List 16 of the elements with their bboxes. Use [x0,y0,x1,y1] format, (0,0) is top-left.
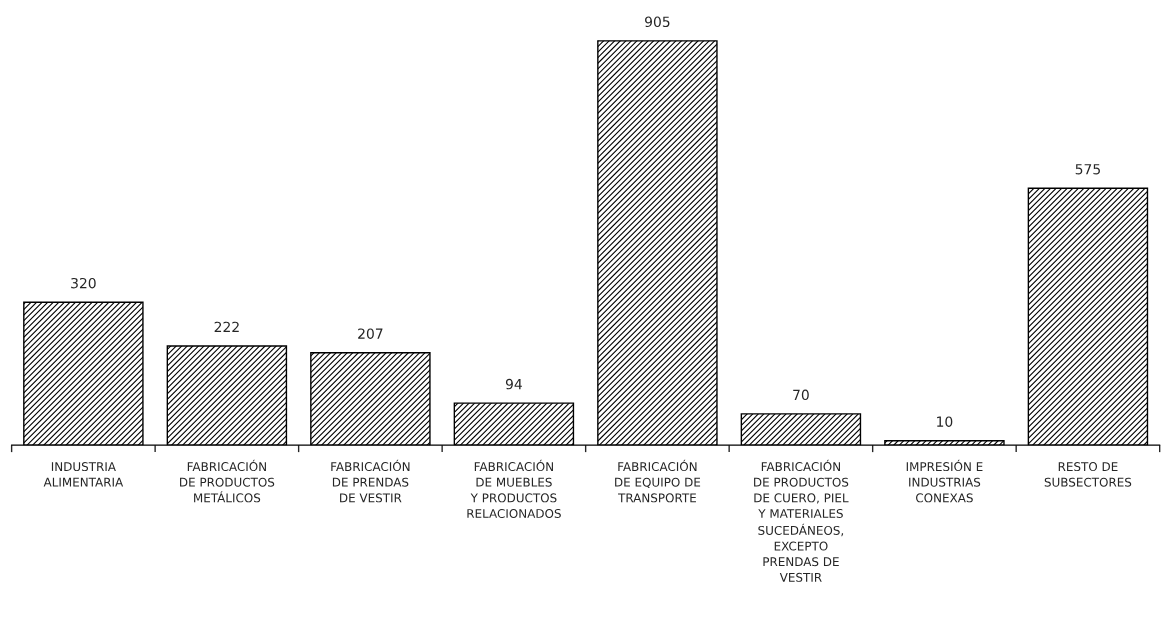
data-label: 207 [358,328,383,339]
x-tick-label: FABRICACIÓN DE MUEBLES Y PRODUCTOS RELACIONADOS [467,459,561,519]
x-tick-label: FABRICACIÓN DE PRODUCTOS DE CUERO, PIEL Y MATERIALES SUCEDÁNEOS, EXCEPTO PRENDAS DE VESTIR [754,459,849,582]
data-label: 320 [71,277,96,289]
x-tick-label: FABRICACIÓN DE EQUIPO DE TRANSPORTE [615,459,701,503]
data-label: 70 [793,389,809,401]
data-label: 94 [505,378,522,390]
x-tick-label: IMPRESIÓN E INDUSTRIAS CONEXAS [906,459,983,503]
data-label: 222 [214,321,239,332]
x-tick-label: RESTO DE SUBSECTORES [1044,462,1132,487]
x-tick-label: INDUSTRIA ALIMENTARIA [43,462,124,487]
data-label: 905 [645,16,670,28]
data-label: 10 [937,416,953,427]
data-label: 575 [1075,164,1100,175]
x-tick-label: FABRICACIÓN DE PRENDAS DE VESTIR [331,459,410,503]
x-tick-label: FABRICACIÓN DE PRODUCTOS METÁLICOS [180,459,275,503]
